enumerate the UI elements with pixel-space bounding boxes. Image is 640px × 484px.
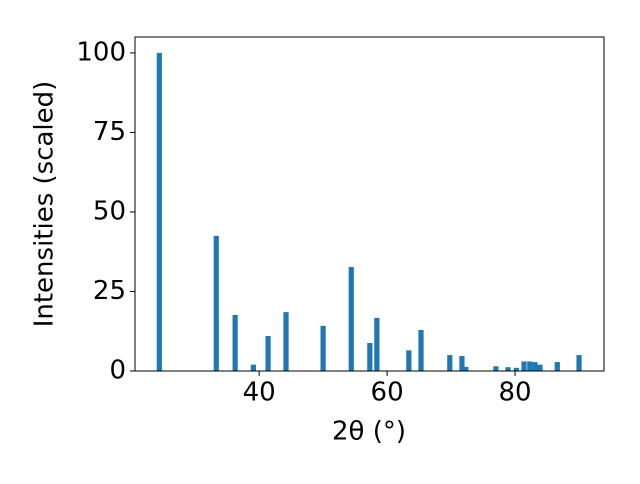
bar [418, 329, 424, 371]
y-tick-label: 25 [93, 276, 126, 306]
y-tick-label: 75 [93, 117, 126, 147]
bar [213, 235, 219, 371]
bar [554, 362, 560, 371]
x-tick-label: 80 [499, 378, 532, 408]
bar [320, 325, 326, 371]
bar [537, 364, 543, 371]
bar [505, 367, 511, 371]
bar [348, 266, 354, 371]
bar [463, 366, 469, 371]
bar [156, 52, 162, 372]
y-tick-label: 0 [109, 356, 126, 386]
y-tick-label: 100 [76, 37, 126, 67]
x-tick-label: 40 [243, 378, 276, 408]
bar [576, 355, 582, 371]
y-tick-label: 50 [93, 196, 126, 226]
bar [513, 367, 519, 371]
bar [265, 336, 271, 371]
bar [374, 317, 380, 371]
bar [367, 343, 373, 371]
bar [532, 362, 538, 371]
bar [527, 361, 533, 371]
plot-frame [134, 36, 605, 372]
bar [459, 356, 465, 371]
bar [447, 355, 453, 371]
bar [406, 350, 412, 371]
bar [283, 312, 289, 371]
bar [493, 366, 499, 371]
bar [232, 315, 238, 371]
bar [250, 364, 256, 371]
x-tick-label: 60 [371, 378, 404, 408]
x-axis-label: 2θ (°) [332, 417, 406, 447]
y-axis-label: Intensities (scaled) [30, 81, 60, 328]
bar [521, 361, 527, 371]
